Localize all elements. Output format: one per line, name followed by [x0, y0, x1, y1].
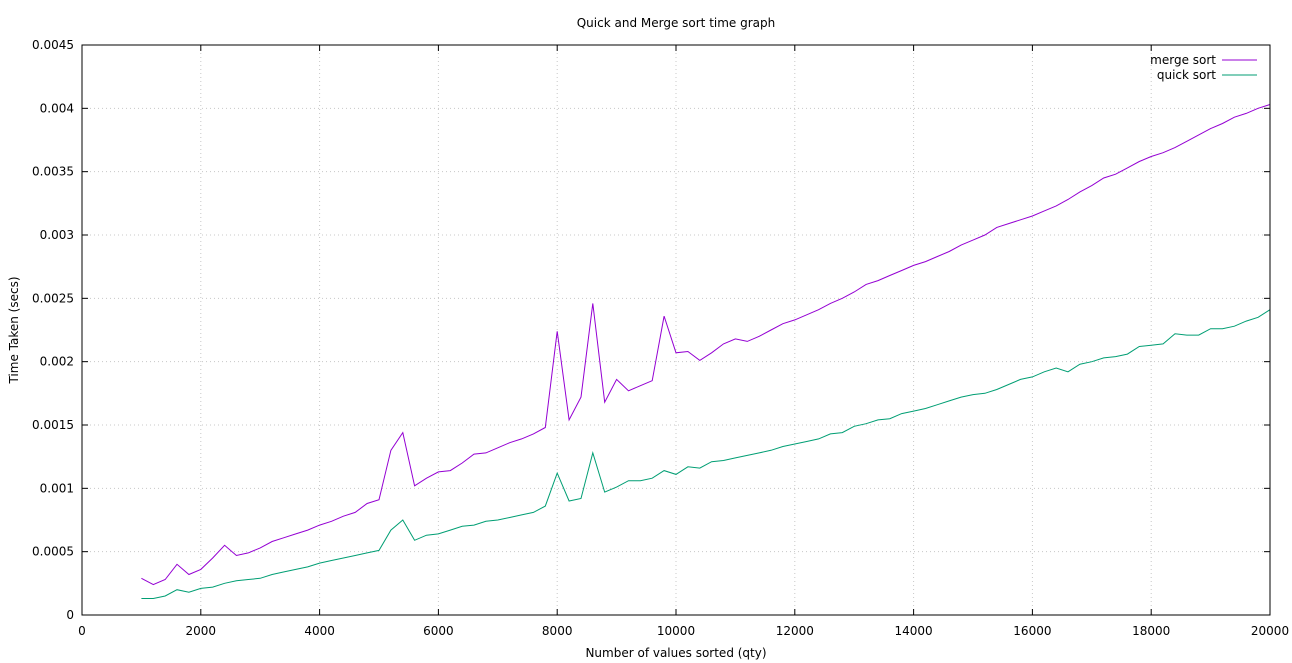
- x-tick-label: 16000: [1013, 624, 1051, 638]
- tick-labels: 0 2000 4000 6000 8000 10000 12000 14000 16000 180…: [32, 38, 1289, 638]
- series-line-quick-sort: [141, 309, 1271, 599]
- y-tick-label: 0.0025: [32, 291, 74, 305]
- series-line-merge-sort: [141, 104, 1271, 586]
- chart-title: Quick and Merge sort time graph: [577, 16, 776, 30]
- x-tick-label: 14000: [895, 624, 933, 638]
- x-axis-label: Number of values sorted (qty): [585, 646, 766, 660]
- x-tick-label: 2000: [186, 624, 217, 638]
- legend-label-merge-sort: merge sort: [1150, 53, 1216, 67]
- x-tick-label: 4000: [304, 624, 335, 638]
- ticks: [81, 44, 1271, 616]
- x-tick-label: 0: [78, 624, 86, 638]
- y-tick-label: 0.002: [40, 355, 74, 369]
- x-tick-label: 10000: [657, 624, 695, 638]
- x-tick-label: 20000: [1251, 624, 1289, 638]
- y-tick-label: 0.0035: [32, 165, 74, 179]
- x-tick-label: 8000: [542, 624, 573, 638]
- y-axis-label: Time Taken (secs): [7, 276, 21, 384]
- y-tick-label: 0.0045: [32, 38, 74, 52]
- y-tick-label: 0.0015: [32, 418, 74, 432]
- x-tick-label: 18000: [1132, 624, 1170, 638]
- y-tick-label: 0.003: [40, 228, 74, 242]
- grid-lines: [82, 45, 1270, 615]
- x-tick-label: 6000: [423, 624, 454, 638]
- y-tick-label: 0: [66, 608, 74, 622]
- legend-label-quick-sort: quick sort: [1157, 68, 1216, 82]
- y-tick-label: 0.0005: [32, 545, 74, 559]
- y-tick-label: 0.004: [40, 101, 74, 115]
- y-tick-label: 0.001: [40, 481, 74, 495]
- x-tick-label: 12000: [776, 624, 814, 638]
- series-lines: [141, 104, 1271, 599]
